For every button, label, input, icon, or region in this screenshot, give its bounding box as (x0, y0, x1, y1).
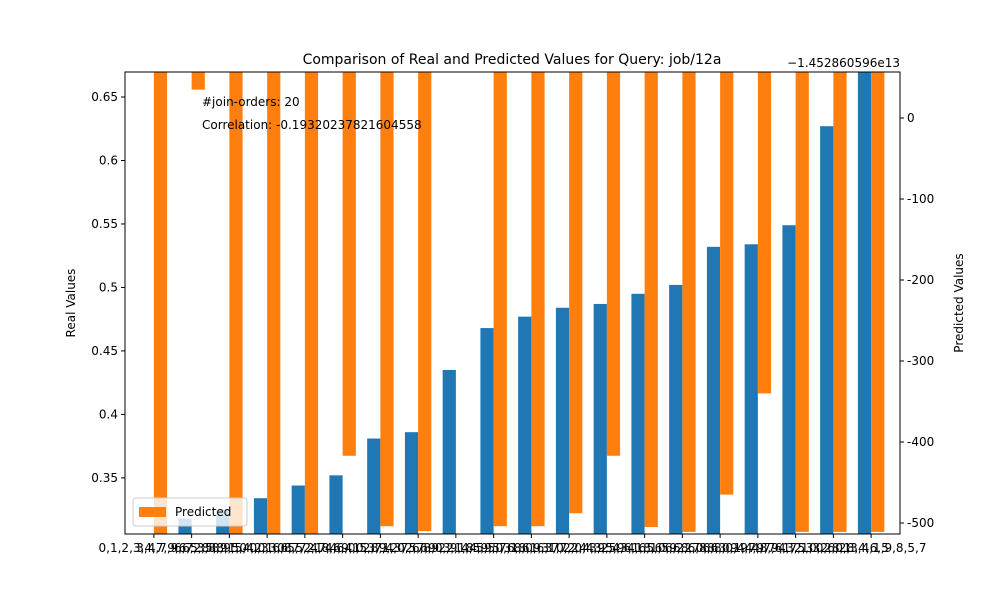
bar (480, 328, 494, 534)
bar (744, 244, 758, 534)
x-tick-label: 4,6,0,5,8,1,3,2,7,9 (325, 541, 436, 555)
y2-tick-label: -500 (907, 516, 934, 530)
y2-tick-label: -300 (907, 354, 934, 368)
x-tick-label: 5,7,4,8,6,4,0,3,9,2 (287, 541, 398, 555)
chart-title: Comparison of Real and Predicted Values … (303, 52, 722, 68)
bar (593, 303, 607, 534)
bar (442, 369, 456, 534)
bars (153, 72, 885, 534)
y2-offset-label: −1.452860596e13 (787, 56, 900, 70)
annotation: #join-orders: 20 (202, 95, 300, 109)
x-tick-label: 9,4,7,6,3,5,0,2,8,1 (740, 541, 851, 555)
y-tick-label: 0.65 (91, 90, 118, 104)
bar (795, 72, 809, 532)
bar (518, 316, 532, 534)
bar (229, 72, 243, 534)
bar (404, 432, 419, 534)
x-tick-label: 4,6,1,5,6,2,0,8,3,9 (627, 541, 738, 555)
bar (267, 72, 281, 534)
y-tick-label: 0.55 (91, 217, 118, 231)
bar (380, 72, 394, 527)
y2-tick-label: 0 (907, 111, 915, 125)
x-tick-label: 3,4,7,9,6,2,5,8,1,0 (136, 541, 247, 555)
bar (342, 72, 356, 456)
x-tick-label: 8,9,5,4,0,3,6,7,2,1 (212, 541, 323, 555)
bar (191, 72, 205, 90)
bar (555, 307, 570, 534)
bar (706, 246, 721, 534)
bar (569, 72, 583, 514)
x-tick-label: 2,9,4,5,9,0,6,8,1,3 (438, 541, 549, 555)
y-tick-label: 0.6 (99, 153, 118, 167)
x-tick-label: 5,5,7,1,6,9,3,0,2,4 (476, 541, 587, 555)
y2-tick-label: -400 (907, 435, 934, 449)
plot-frame (124, 71, 901, 535)
bar (644, 72, 658, 528)
y2-tick-label: -200 (907, 273, 934, 287)
y-tick-label: 0.45 (91, 344, 118, 358)
bar (833, 72, 847, 532)
x-tick-label: 8,0,6,1,7,2,4,3,5,9 (514, 541, 625, 555)
bar (304, 72, 319, 534)
y-tick-label: 0.4 (99, 407, 118, 421)
x-tick-label: 6,8,0,4,7,8,9,1,2,3 (703, 541, 814, 555)
bar (757, 72, 772, 394)
bar (682, 72, 696, 532)
x-tick-label: 0,1,2,3,4,7,9,6,5,8 (99, 541, 210, 555)
x-tick-label: 2,7,4,0,5,6,9,3,1,8 (363, 541, 474, 555)
bar (669, 284, 683, 534)
bar (871, 72, 885, 532)
bar (820, 126, 834, 534)
bar (782, 225, 796, 534)
x-tick-label: 6,7,3,8,9,5,4,2,1,0 (174, 541, 285, 555)
bar (253, 498, 268, 534)
x-tick-label: 6,2,6,8,6,0,1,4,9,7 (665, 541, 776, 555)
x-tick-label: 7,2,0,4,9,5,3,1,8,6 (552, 541, 663, 555)
bar (418, 72, 432, 532)
bar (329, 475, 343, 534)
legend-swatch (139, 507, 166, 517)
bar (367, 438, 381, 534)
x-tick-label: 0,3,6,8,5,2,7,4,9,1 (250, 541, 361, 555)
bar (153, 72, 168, 534)
bar (531, 72, 545, 527)
bar (631, 293, 645, 534)
legend-box (132, 497, 248, 527)
bar (606, 72, 621, 456)
x-tick-label: 0,6,2,3,4,1,9,8,5,7 (816, 541, 927, 555)
annotation: Correlation: -0.19320237821604558 (202, 118, 422, 132)
y-tick-label: 0.35 (91, 471, 118, 485)
bar (291, 485, 305, 534)
overlay: 0.35 0.4 0.45 0.5 0.55 0.6 0.65 0 -100 -200 -300 -4… (91, 71, 934, 555)
x-tick-label: 7,6,8,0,2,1,4,9,5,3 (401, 541, 512, 555)
y2-tick-label: -100 (907, 192, 934, 206)
y2-axis-label: Predicted Values (952, 253, 966, 352)
y-tick-label: 0.5 (99, 280, 118, 294)
bar (720, 72, 734, 495)
bar (493, 72, 507, 527)
bar (857, 72, 872, 534)
y-axis-label: Real Values (64, 269, 78, 338)
x-tick-label: 3,2,4,6,1,5,0,9,8,7 (589, 541, 700, 555)
x-tick-label: 4,7,1,3,2,0,8,4,6,5 (778, 541, 889, 555)
legend-label: Predicted (175, 505, 231, 519)
